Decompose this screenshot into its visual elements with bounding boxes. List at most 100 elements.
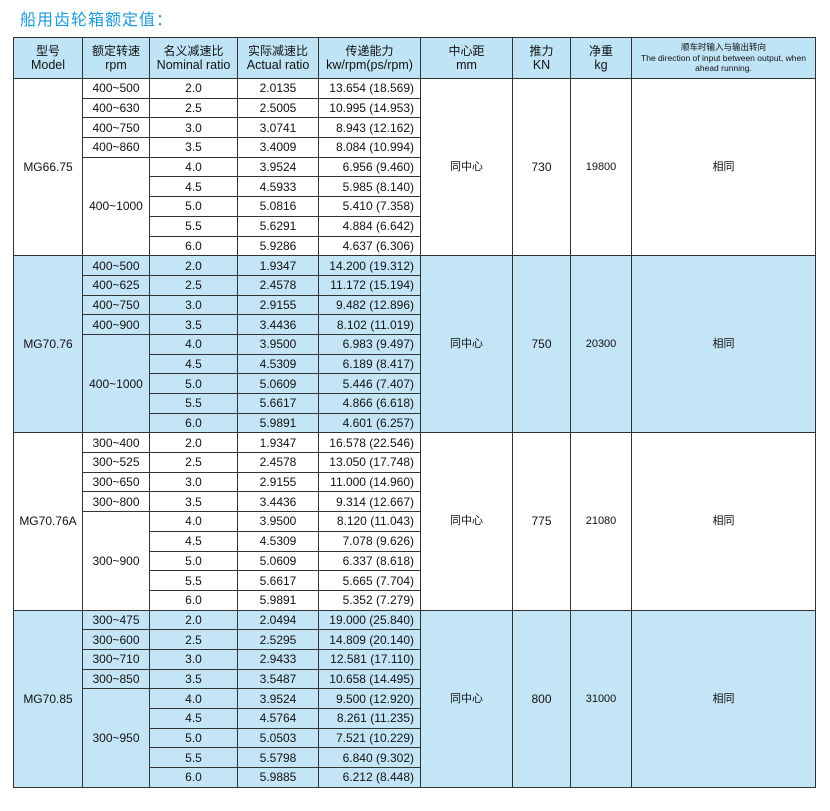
rpm-cell: 400~625: [82, 274, 150, 296]
power-cell: 10.658 (14.495): [318, 668, 421, 690]
model-cell: MG66.75: [13, 77, 83, 257]
table-row: MG66.75 400~500 2.0 2.0135 13.654 (18.569) 同中…: [13, 77, 816, 257]
table-row: 400~860 3.5 3.4009 8.084 (10.994): [14, 137, 816, 158]
center-distance-cell: 同中心: [420, 609, 513, 788]
power-cell: 9.314 (12.667): [318, 491, 421, 513]
nominal-ratio-cell: 5.5: [149, 747, 238, 769]
table-row: 300~710 3.0 2.9433 12.581 (17.110): [14, 648, 816, 670]
nominal-ratio-cell: 3.5: [149, 491, 238, 513]
weight-cell: 19800: [570, 77, 632, 257]
header-cell: 顺车时输入与输出转向 The direction of input between…: [631, 37, 816, 79]
rpm-cell: 400~860: [82, 137, 150, 158]
rpm-cell: 300~475: [82, 609, 150, 631]
table-row: MG70.85 300~475 2.0 2.0494 19.000 (25.840) 同中…: [13, 609, 816, 788]
direction-cell: 相同: [631, 609, 816, 788]
header-en: The direction of input between output, w…: [641, 53, 806, 73]
table-row: 300~900 4.0 3.9500 8.120 (11.043): [14, 511, 816, 611]
rpm-cell: 400~500: [82, 78, 150, 99]
nominal-ratio-cell: 4.5: [149, 353, 238, 375]
actual-ratio-cell: 3.4009: [237, 137, 319, 158]
thrust-cell: 775: [512, 432, 571, 611]
table-row: 5.0 5.0503 7.521 (10.229): [14, 727, 816, 749]
nominal-ratio-cell: 6.0: [149, 589, 238, 611]
nominal-ratio-cell: 3.0: [149, 471, 238, 493]
actual-ratio-cell: 5.9885: [237, 767, 319, 788]
nominal-ratio-cell: 3.0: [149, 117, 238, 139]
rpm-cell: 400~900: [82, 314, 150, 335]
actual-ratio-cell: 2.0135: [237, 78, 319, 99]
actual-ratio-cell: 3.9524: [237, 688, 319, 709]
actual-ratio-cell: 4.5933: [237, 176, 319, 198]
nominal-ratio-cell: 2.0: [149, 255, 238, 276]
nominal-ratio-cell: 3.5: [149, 137, 238, 158]
direction-cell: 相同: [631, 255, 816, 434]
header-row: 型号 Model 额定转速 rpm 名义减速比 Nominal ratio 实际减速比 Act…: [13, 37, 816, 79]
header-cell: 型号 Model: [13, 37, 83, 79]
actual-ratio-cell: 5.9891: [237, 412, 319, 434]
nominal-ratio-cell: 4.0: [149, 688, 238, 709]
actual-ratio-cell: 5.5798: [237, 747, 319, 769]
power-cell: 8.120 (11.043): [318, 511, 421, 532]
header-cn: 额定转速: [91, 44, 140, 58]
nominal-ratio-cell: 2.0: [149, 432, 238, 454]
rpm-cell: 400~500: [82, 255, 150, 276]
rpm-cell: 300~400: [82, 432, 150, 454]
header-cn: 型号: [35, 44, 60, 58]
actual-ratio-cell: 5.0609: [237, 373, 319, 394]
header-cn: 实际减速比: [247, 44, 308, 58]
actual-ratio-cell: 2.9155: [237, 294, 319, 316]
actual-ratio-cell: 5.9286: [237, 235, 319, 257]
header-en: rpm: [105, 58, 127, 72]
power-cell: 4.601 (6.257): [318, 412, 421, 434]
power-cell: 19.000 (25.840): [318, 609, 421, 631]
power-cell: 6.337 (8.618): [318, 550, 421, 572]
header-cn: 名义减速比: [163, 44, 224, 58]
nominal-ratio-cell: 2.5: [149, 629, 238, 650]
rpm-cell: 300~800: [82, 491, 150, 513]
nominal-ratio-cell: 4.5: [149, 176, 238, 198]
nominal-ratio-cell: 4.5: [149, 530, 238, 552]
rpm-cell: 400~750: [82, 117, 150, 139]
power-cell: 14.200 (19.312): [318, 255, 421, 276]
nominal-ratio-cell: 5.0: [149, 196, 238, 217]
actual-ratio-cell: 5.6291: [237, 215, 319, 237]
actual-ratio-cell: 2.4578: [237, 452, 319, 473]
rpm-cell: 300~525: [82, 452, 150, 473]
table-row: 400~750 3.0 2.9155 9.482 (12.896): [14, 294, 816, 316]
table-row: 5.0 5.0609 5.446 (7.407): [14, 373, 816, 394]
nominal-ratio-cell: 6.0: [149, 235, 238, 257]
actual-ratio-cell: 2.4578: [237, 274, 319, 296]
direction-cell: 相同: [631, 77, 816, 257]
actual-ratio-cell: 3.9500: [237, 511, 319, 532]
rpm-cell: 300~650: [82, 471, 150, 493]
table-row: 6.0 5.9885 6.212 (8.448): [14, 767, 816, 788]
table-row: 400~900 3.5 3.4436 8.102 (11.019): [14, 314, 816, 335]
table-row: 400~1000 4.0 3.9524 6.956 (9.460): [14, 156, 816, 257]
table-row: 400~1000 4.0 3.9500 6.983 (9.497): [14, 333, 816, 434]
rpm-cell: 400~750: [82, 294, 150, 316]
table-row: 300~950 4.0 3.9524 9.500 (12.920): [14, 688, 816, 788]
actual-ratio-cell: 5.0503: [237, 727, 319, 749]
nominal-ratio-cell: 2.5: [149, 97, 238, 119]
thrust-cell: 730: [512, 77, 571, 257]
power-cell: 6.189 (8.417): [318, 353, 421, 375]
rpm-cell: 400~1000: [82, 333, 150, 434]
power-cell: 5.665 (7.704): [318, 570, 421, 591]
center-distance-cell: 同中心: [420, 255, 513, 434]
rpm-cell: 400~630: [82, 97, 150, 119]
table-row: 300~850 3.5 3.5487 10.658 (14.495): [14, 668, 816, 690]
nominal-ratio-cell: 5.0: [149, 727, 238, 749]
table-row: 300~650 3.0 2.9155 11.000 (14.960): [14, 471, 816, 493]
power-cell: 6.956 (9.460): [318, 156, 421, 178]
actual-ratio-cell: 3.4436: [237, 314, 319, 335]
table-row: 5.0 5.0816 5.410 (7.358): [14, 196, 816, 217]
actual-ratio-cell: 5.6617: [237, 570, 319, 591]
header-cn: 传递能力: [345, 44, 394, 58]
actual-ratio-cell: 4.5309: [237, 353, 319, 375]
power-cell: 6.983 (9.497): [318, 333, 421, 355]
actual-ratio-cell: 5.0816: [237, 196, 319, 217]
header-cn: 中心距: [448, 44, 485, 58]
rpm-cell: 300~900: [82, 511, 150, 611]
model-cell: MG70.85: [13, 609, 83, 788]
page-title: 船用齿轮箱额定值：: [20, 10, 174, 29]
